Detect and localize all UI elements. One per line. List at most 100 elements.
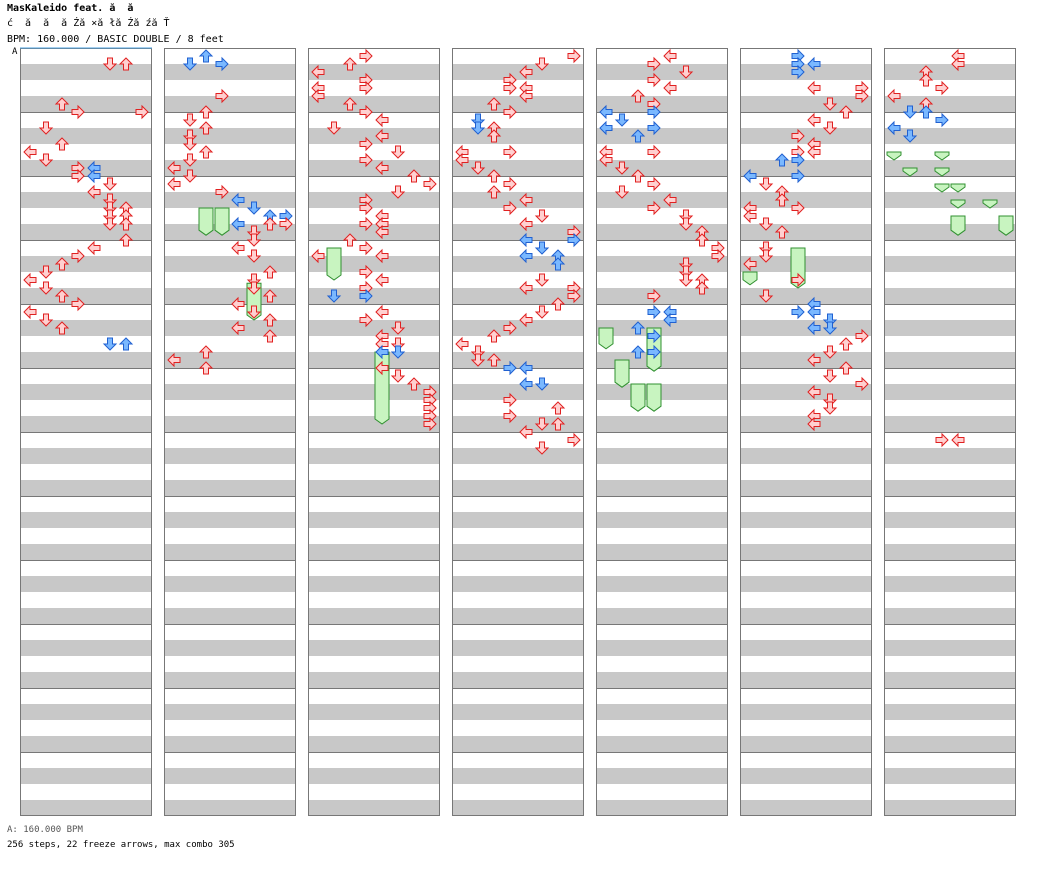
stripe (596, 320, 728, 336)
step-arrow-blue (470, 121, 486, 135)
step-arrow-red (87, 184, 101, 200)
step-arrow-red (390, 185, 406, 199)
stripe (452, 224, 584, 240)
freeze-arrow (934, 183, 950, 193)
step-arrow-red (375, 160, 389, 176)
stripe (596, 512, 728, 528)
stripe (596, 128, 728, 144)
step-arrow-red (503, 408, 517, 424)
step-arrow-blue (534, 241, 550, 255)
stripe (20, 576, 152, 592)
stripe (596, 640, 728, 656)
step-arrow-blue (887, 120, 901, 136)
step-arrow-red (647, 176, 661, 192)
stripe (20, 224, 152, 240)
stripe (884, 608, 1016, 624)
step-arrow-red (743, 208, 757, 224)
step-arrow-blue (807, 320, 821, 336)
freeze-arrow (982, 199, 998, 209)
stripe (452, 480, 584, 496)
stripe (164, 256, 296, 272)
stripe (308, 576, 440, 592)
step-arrow-red (743, 256, 757, 272)
step-arrow-red (647, 72, 661, 88)
step-arrow-red (54, 97, 70, 111)
stripe (20, 288, 152, 304)
step-arrow-red (567, 288, 581, 304)
step-arrow-red (534, 417, 550, 431)
stripe (308, 288, 440, 304)
stripe (596, 768, 728, 784)
step-arrow-blue (182, 57, 198, 71)
stripe (164, 800, 296, 816)
stripe (884, 768, 1016, 784)
stripe (164, 320, 296, 336)
stripe (452, 96, 584, 112)
step-arrow-blue (599, 104, 613, 120)
step-arrow-red (822, 369, 838, 383)
step-arrow-red (23, 272, 37, 288)
step-arrow-red (807, 112, 821, 128)
stripe (884, 256, 1016, 272)
step-arrow-blue (326, 289, 342, 303)
freeze-arrow (934, 151, 950, 161)
stripe (452, 640, 584, 656)
step-arrow-red (246, 233, 262, 247)
stripe (740, 192, 872, 208)
step-arrow-red (663, 80, 677, 96)
stripe (20, 640, 152, 656)
step-arrow-red (550, 297, 566, 311)
step-arrow-red (486, 353, 502, 367)
stripe (884, 640, 1016, 656)
step-arrow-red (246, 305, 262, 319)
step-arrow-blue (519, 232, 533, 248)
step-arrow-blue (935, 112, 949, 128)
step-arrow-red (614, 185, 630, 199)
stripe (164, 576, 296, 592)
step-arrow-red (758, 249, 774, 263)
step-arrow-blue (647, 304, 661, 320)
panel-border (884, 48, 1016, 816)
step-arrow-red (231, 296, 245, 312)
stripe (164, 608, 296, 624)
step-arrow-red (375, 112, 389, 128)
step-arrow-red (567, 432, 581, 448)
stripe (884, 448, 1016, 464)
step-arrow-red (182, 113, 198, 127)
panel-border (308, 48, 440, 816)
stripe (20, 320, 152, 336)
step-arrow-red (54, 289, 70, 303)
stripe (740, 64, 872, 80)
step-arrow-red (455, 152, 469, 168)
step-arrow-blue (503, 360, 517, 376)
step-arrow-blue (791, 168, 805, 184)
step-arrow-red (375, 304, 389, 320)
section-marker: A (12, 47, 18, 57)
chart-info: BPM: 160.000 / BASIC DOUBLE / 8 feet (7, 34, 224, 45)
stripe (20, 416, 152, 432)
step-arrow-red (167, 176, 181, 192)
stripe (20, 672, 152, 688)
freeze-arrow (198, 207, 214, 236)
step-arrow-red (215, 184, 229, 200)
stripe (884, 480, 1016, 496)
step-arrow-red (118, 233, 134, 247)
step-arrow-blue (519, 360, 533, 376)
step-arrow-red (534, 273, 550, 287)
step-arrow-red (503, 320, 517, 336)
step-arrow-red (390, 369, 406, 383)
step-arrow-red (791, 200, 805, 216)
step-arrow-red (375, 248, 389, 264)
freeze-arrow (742, 271, 758, 286)
step-arrow-blue (614, 113, 630, 127)
step-arrow-red (519, 216, 533, 232)
step-arrow-red (694, 281, 710, 295)
stripe (740, 128, 872, 144)
stripe (20, 800, 152, 816)
stripe (20, 480, 152, 496)
step-arrow-red (342, 97, 358, 111)
stripe (20, 64, 152, 80)
stripe (452, 160, 584, 176)
step-arrow-red (519, 280, 533, 296)
stripe (740, 448, 872, 464)
